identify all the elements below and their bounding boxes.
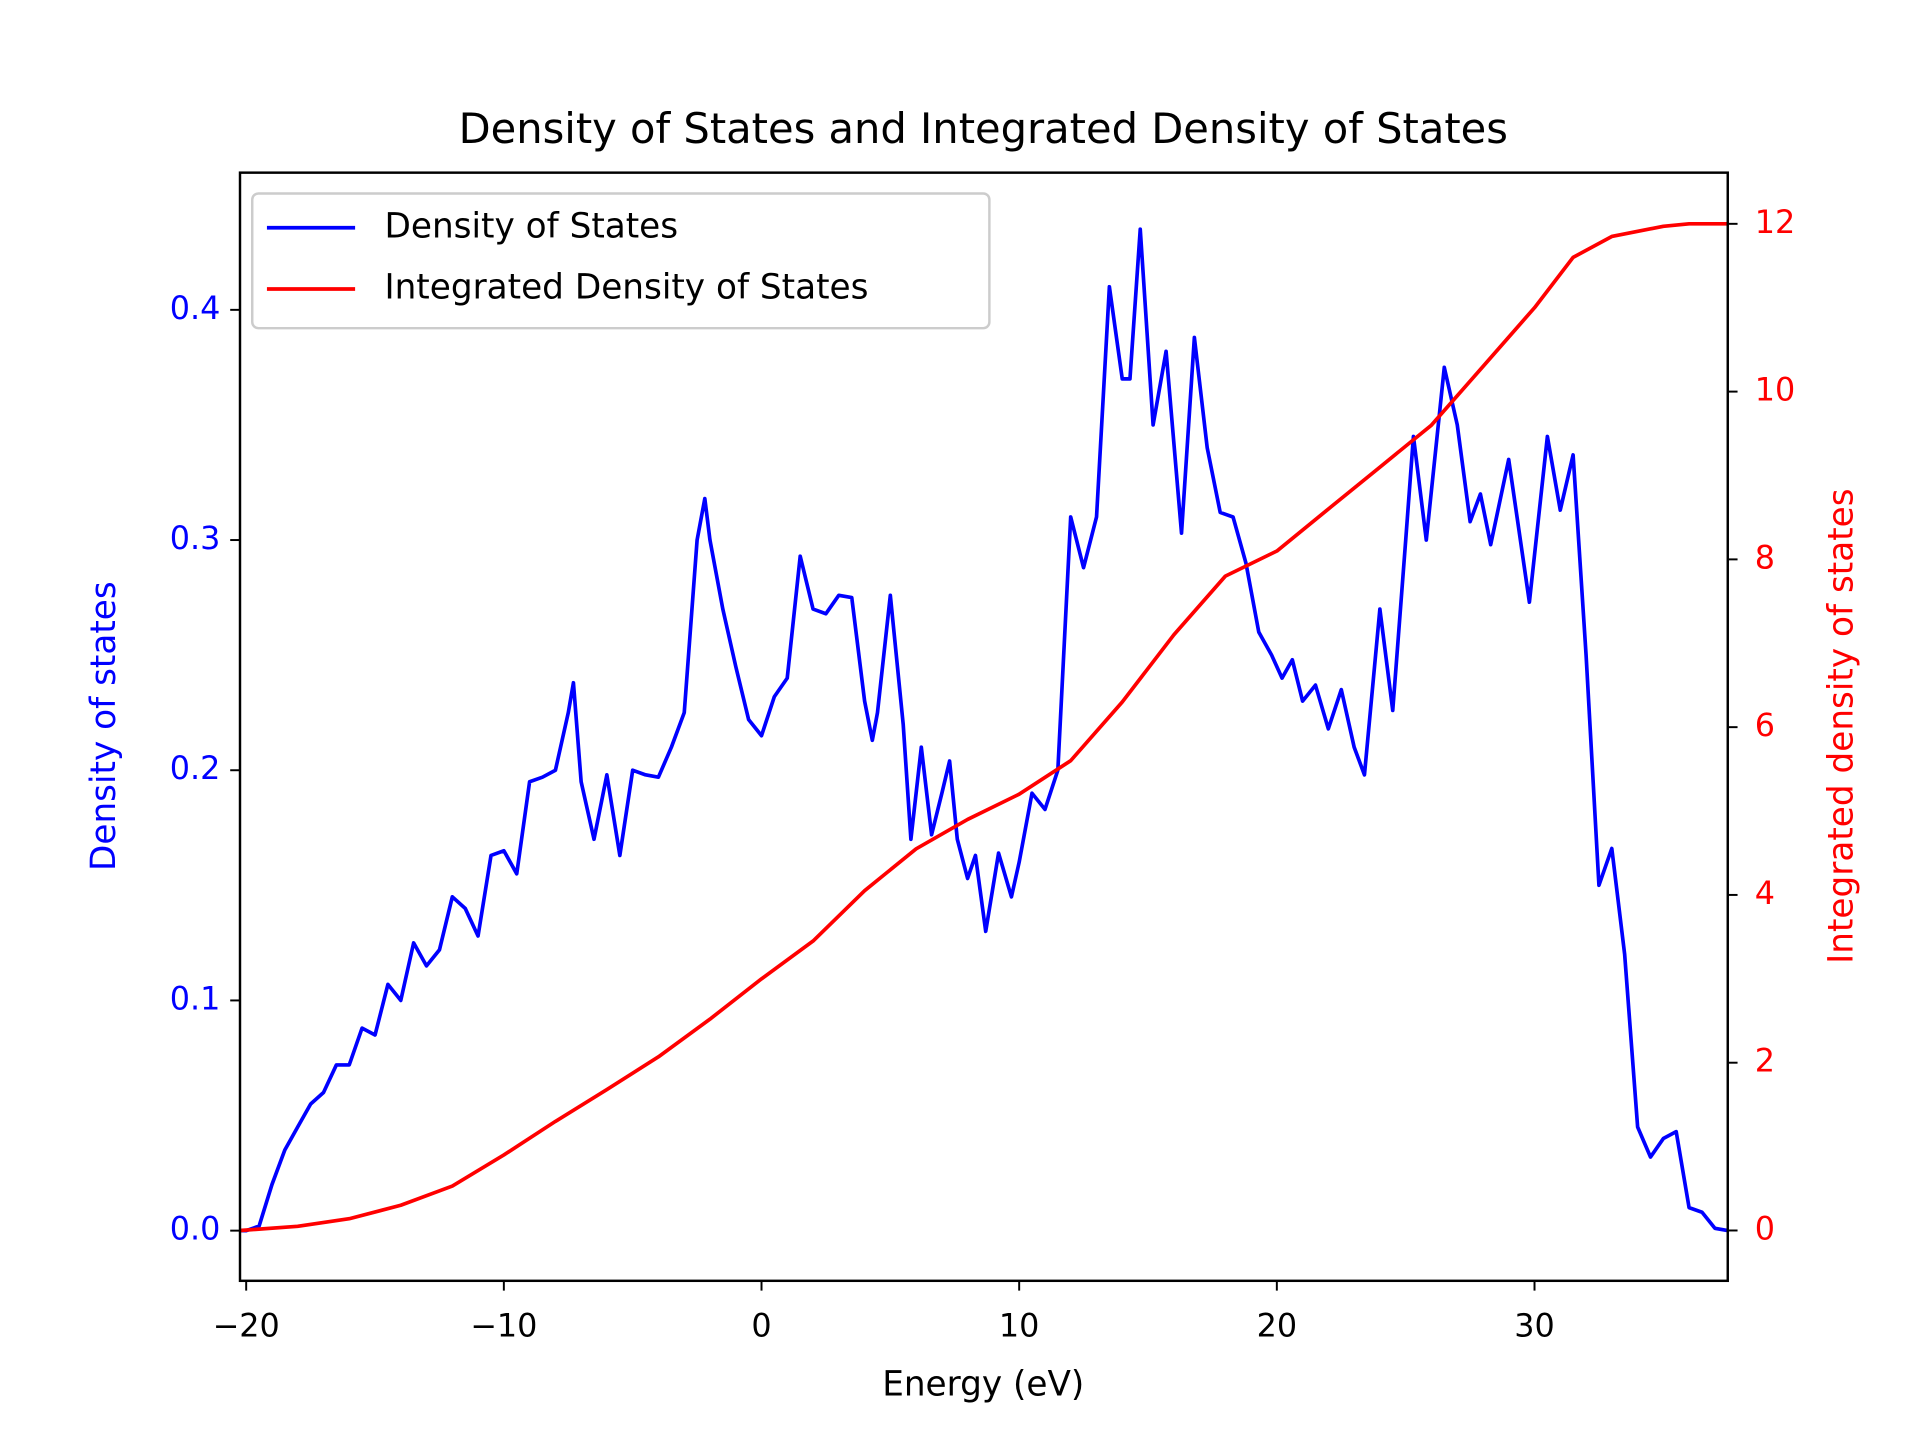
y-tick-label: 0.0	[170, 1210, 221, 1248]
chart-title: Density of States and Integrated Density…	[459, 104, 1508, 153]
plot-frame	[238, 171, 1729, 1283]
y2-tick-label: 0	[1755, 1209, 1775, 1247]
x-tick-label: 30	[1514, 1306, 1555, 1344]
y2-tick-label: 4	[1755, 874, 1775, 912]
legend: Density of States Integrated Density of S…	[251, 192, 991, 330]
legend-label: Density of States	[384, 206, 678, 246]
series-line	[239, 222, 1728, 1233]
x-axis-label: Energy (eV)	[882, 1365, 1084, 1405]
x-tick-label: −10	[470, 1306, 537, 1344]
x-tick-label: 20	[1257, 1306, 1298, 1344]
y2-axis-label: Integrated density of states	[1821, 488, 1861, 963]
x-tick-label: 10	[999, 1306, 1040, 1344]
y2-tick-label: 12	[1755, 203, 1796, 241]
legend-box	[251, 192, 991, 330]
series-line	[240, 227, 1729, 1233]
x-tick-label: 0	[751, 1306, 771, 1344]
y-axis-label: Density of states	[84, 581, 124, 871]
y-tick-label: 0.1	[170, 979, 221, 1017]
legend-label: Integrated Density of States	[384, 267, 868, 307]
x-tick-label: −20	[213, 1306, 280, 1344]
y2-tick-label: 8	[1755, 538, 1775, 576]
y2-tick-label: 2	[1755, 1042, 1775, 1080]
y-tick-label: 0.2	[170, 749, 221, 787]
y2-tick-label: 10	[1755, 371, 1796, 409]
y-tick-label: 0.3	[170, 519, 221, 557]
y-tick-label: 0.4	[170, 289, 221, 327]
y2-tick-label: 6	[1755, 706, 1775, 744]
